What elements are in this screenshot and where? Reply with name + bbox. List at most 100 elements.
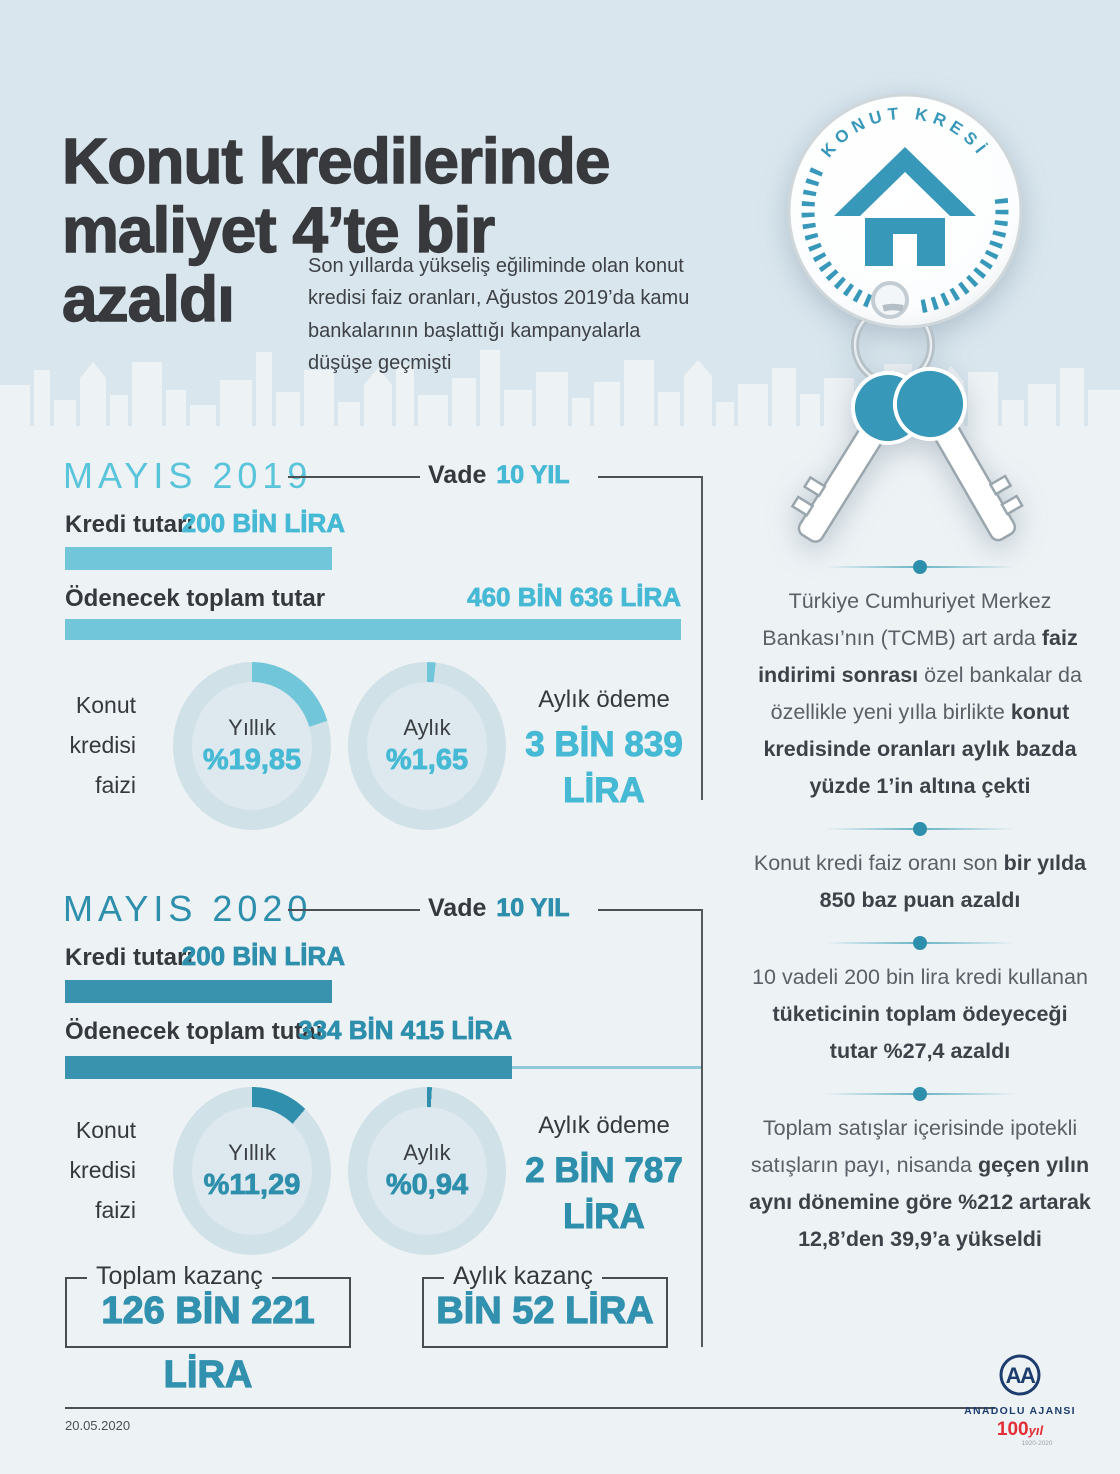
toplam-kazanc-value: 126 BİN 221 LİRA: [101, 1289, 316, 1396]
divider-line-vertical: [701, 476, 703, 800]
toplam-tutar-label-2019: Ödenecek toplam tutar: [65, 585, 326, 612]
aylik-kazanc-label: Aylık kazanç: [444, 1262, 602, 1291]
toplam-kazanc-box: Toplam kazanç 126 BİN 221 LİRA: [65, 1262, 351, 1397]
text-segment-bold: bir yılda 850 baz puan azaldı: [819, 851, 1087, 912]
info-paragraph-2: Konut kredi faiz oranı son bir yılda 850…: [748, 845, 1092, 919]
divider-line: [825, 566, 913, 568]
faiz-label-2019: Konut kredisi faizi: [69, 692, 136, 798]
kredi-tutari-label-2019: Kredi tutarı: [65, 511, 194, 538]
toplam-tutar-label-2020: Ödenecek toplam tutar: [65, 1018, 326, 1045]
faiz-label-2020: Konut kredisi faizi: [69, 1117, 136, 1223]
divider-line: [825, 942, 913, 944]
divider-dot-icon: [913, 822, 927, 836]
divider-dot-icon: [913, 936, 927, 950]
donut-value: %19,85: [202, 744, 302, 777]
aylik-odeme-2020: Aylık ödeme 2 BİN 787 LİRA: [520, 1112, 688, 1240]
aylik-odeme-value: 3 BİN 839 LİRA: [520, 722, 688, 814]
toplam-kazanc-label: Toplam kazanç: [87, 1262, 272, 1291]
donut-center: Aylık %1,65: [367, 682, 487, 810]
aylik-odeme-amount: 2 BİN 787: [525, 1151, 684, 1191]
title-line-2: maliyet 4’te bir: [61, 193, 496, 266]
donut-center: Yıllık %11,29: [192, 1107, 312, 1235]
house-icon: [834, 147, 976, 266]
aylik-odeme-currency: LİRA: [563, 771, 646, 811]
donut-label: Aylık: [403, 1140, 451, 1165]
title-line-1: Konut kredilerinde: [61, 124, 611, 197]
text-segment-bold: konut kredisinde oranları aylık bazda yü…: [763, 700, 1077, 798]
kredi-tutari-label-2020: Kredi tutarı: [65, 944, 194, 971]
aylik-odeme-label: Aylık ödeme: [538, 1112, 670, 1139]
toplam-tutar-value-2019: 460 BİN 636 LİRA: [467, 582, 682, 613]
donut-value: %11,29: [203, 1169, 301, 1202]
badge-hole: [871, 281, 909, 319]
divider-line: [927, 942, 1015, 944]
divider-line-vertical: [701, 909, 703, 1347]
toplam-tutar-value-2020: 334 BİN 415 LİRA: [298, 1015, 513, 1046]
donut-center: Aylık %0,94: [367, 1107, 487, 1235]
donut-label: Aylık: [403, 715, 451, 740]
divider-line: [825, 828, 913, 830]
divider-dot-icon: [913, 1087, 927, 1101]
divider-line: [598, 476, 702, 478]
text-segment: Toplam satışlar içerisinde ipotekli satı…: [750, 1116, 1078, 1177]
section-heading-2020: MAYIS 2020: [63, 888, 313, 929]
info-paragraph-1: Türkiye Cumhuriyet Merkez Bankası’nın (T…: [748, 583, 1092, 805]
aylik-kazanc-value: BİN 52 LİRA: [436, 1289, 655, 1332]
aa-monogram-icon: AA: [999, 1354, 1041, 1396]
bar-2019-reference-line: [512, 1066, 701, 1069]
anniversary-logo: 100yıl: [962, 1420, 1078, 1439]
donut-aylik-2020: Aylık %0,94: [348, 1087, 506, 1255]
agency-name: ANADOLU AJANSI: [964, 1405, 1076, 1417]
footer-date: 20.05.2020: [65, 1418, 131, 1433]
divider-line: [927, 828, 1015, 830]
text-segment: özel bankalar da özellikle yeni yılla bi…: [770, 663, 1082, 724]
anniversary-number: 100: [996, 1419, 1029, 1440]
divider-line: [825, 1093, 913, 1095]
dot-divider: [825, 1087, 1015, 1101]
info-paragraph-3: 10 vadeli 200 bin lira kredi kullanan tü…: [748, 959, 1092, 1070]
anniversary-suffix: yıl: [1028, 1423, 1044, 1438]
vade-value: 10 YIL: [496, 461, 570, 490]
aylik-kazanc-box: Aylık kazanç BİN 52 LİRA: [422, 1262, 668, 1348]
dot-divider: [825, 822, 1015, 836]
divider-line: [598, 909, 702, 911]
donut-label: Yıllık: [228, 1140, 276, 1165]
section-heading-2019: MAYIS 2019: [63, 455, 313, 496]
aylik-odeme-amount: 3 BİN 839: [525, 725, 684, 765]
anniversary-years: 1920-2020: [1021, 1440, 1053, 1447]
aylik-odeme-value: 2 BİN 787 LİRA: [520, 1148, 688, 1240]
text-segment-bold: geçen yılın aynı dönemine göre %212 arta…: [749, 1153, 1091, 1251]
vade-value: 10 YIL: [496, 894, 570, 923]
bar-kredi-2019: [65, 547, 332, 570]
vade-2020: Vade 10 YIL: [428, 894, 570, 923]
key-icon: [893, 367, 1024, 542]
divider-line: [927, 566, 1015, 568]
donut-value: %0,94: [385, 1169, 469, 1202]
donut-aylik-2019: Aylık %1,65: [348, 662, 506, 830]
aylik-odeme-label: Aylık ödeme: [538, 686, 670, 713]
divider-dot-icon: [913, 560, 927, 574]
text-segment: Türkiye Cumhuriyet Merkez Bankası’nın (T…: [762, 589, 1052, 650]
text-segment-bold: tüketicinin toplam ödeyeceği tutar %27,4…: [772, 1002, 1068, 1063]
aylik-odeme-2019: Aylık ödeme 3 BİN 839 LİRA: [520, 686, 688, 814]
bar-toplam-2020: [65, 1056, 512, 1079]
text-segment: 10 vadeli 200 bin lira kredi kullanan: [752, 965, 1088, 989]
donut-value: %1,65: [385, 744, 469, 777]
badge-disc: KONUT KRESİ: [787, 93, 1023, 329]
donut-yillik-2020: Yıllık %11,29: [173, 1087, 331, 1255]
badge-dashed-arc: [801, 167, 890, 313]
aa-monogram-text: AA: [1006, 1363, 1036, 1388]
kredi-tutari-value-2019: 200 BİN LİRA: [181, 508, 345, 539]
donut-center: Yıllık %19,85: [192, 682, 312, 810]
info-column: Türkiye Cumhuriyet Merkez Bankası’nın (T…: [748, 560, 1092, 1275]
footer-divider-line: [65, 1407, 995, 1409]
info-paragraph-4: Toplam satışlar içerisinde ipotekli satı…: [748, 1110, 1092, 1258]
page-title: Konut kredilerinde maliyet 4’te bir azaldı: [61, 124, 782, 335]
page-subtitle: Son yıllarda yükseliş eğiliminde olan ko…: [308, 255, 690, 375]
anadolu-ajansi-logo: AA ANADOLU AJANSI 100yıl 1920-2020: [962, 1352, 1078, 1447]
divider-line: [927, 1093, 1015, 1095]
vade-2019: Vade 10 YIL: [428, 461, 570, 490]
aylik-odeme-currency: LİRA: [563, 1197, 646, 1237]
donut-yillik-2019: Yıllık %19,85: [173, 662, 331, 830]
